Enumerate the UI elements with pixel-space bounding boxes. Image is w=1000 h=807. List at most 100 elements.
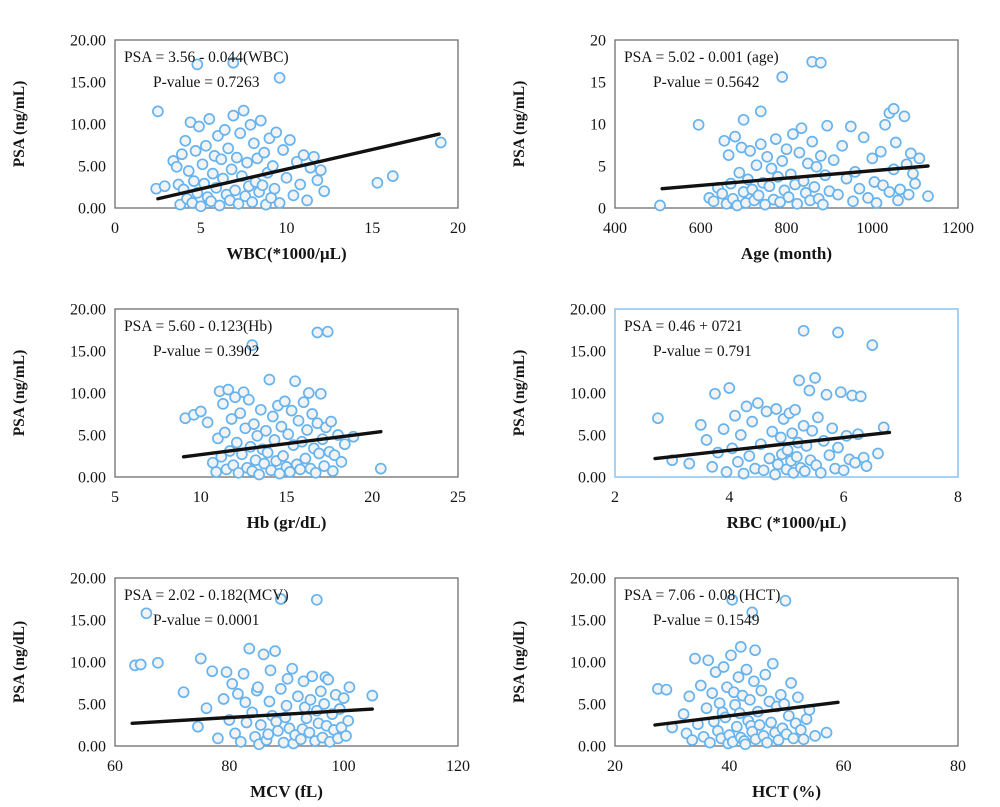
data-point [273, 197, 286, 209]
plot-frame [614, 39, 959, 209]
data-point [870, 197, 883, 209]
y-tick-label: 10.00 [570, 386, 606, 403]
data-point [248, 418, 260, 430]
data-point [782, 191, 795, 203]
p-value-label: P-value = 0.1549 [653, 612, 760, 629]
data-point [170, 160, 183, 173]
data-point [227, 109, 240, 122]
data-point [772, 458, 784, 471]
data-point [797, 419, 810, 432]
data-point [677, 708, 690, 720]
data-point [191, 58, 204, 71]
data-point [203, 113, 216, 125]
data-point [374, 462, 387, 475]
data-point [812, 411, 824, 424]
data-point [269, 645, 281, 657]
data-point [702, 654, 715, 667]
trend-line [653, 700, 840, 727]
y-tick-label: 10 [590, 117, 606, 134]
data-point [234, 735, 247, 748]
x-tick-label: 2 [611, 489, 619, 506]
chart-psa-mcv: 0.00 5.00 10.00 15.00 20.00 60 80 100 120 MCV (fL… [11, 571, 470, 802]
panel-psa-mcv: 0.00 5.00 10.00 15.00 20.00 60 80 100 120 MCV (fL… [0, 538, 500, 807]
data-point [774, 196, 786, 208]
x-tick-label: 100 [332, 758, 356, 775]
scatter-points [179, 325, 387, 481]
data-point [733, 166, 746, 179]
data-point [280, 171, 293, 184]
data-point [817, 198, 829, 211]
data-point [834, 386, 847, 399]
data-point [257, 648, 270, 661]
data-point [879, 118, 891, 131]
data-point [722, 149, 735, 161]
x-tick-label: 10 [193, 489, 209, 506]
data-point [313, 447, 325, 460]
data-point [763, 180, 776, 193]
data-point [765, 162, 778, 175]
data-point [234, 407, 247, 420]
scatter-points [150, 56, 447, 213]
data-point [709, 666, 722, 678]
data-point [718, 134, 731, 147]
data-point [832, 441, 844, 454]
y-axis-title: PSA (ng/mL) [511, 350, 528, 437]
data-point [299, 452, 312, 465]
y-axis-title: PSA (ng/dL) [511, 621, 528, 703]
data-point [215, 153, 228, 166]
data-point [740, 400, 753, 413]
data-point [823, 449, 836, 462]
data-point [766, 425, 779, 438]
regression-equation: PSA = 5.02 - 0.001 (age) [624, 49, 779, 66]
y-tick-label: 5.00 [78, 428, 106, 445]
data-point [706, 687, 719, 699]
data-point [694, 419, 707, 431]
data-point [225, 413, 238, 425]
data-point [294, 733, 307, 746]
data-point [790, 450, 803, 463]
data-point [750, 159, 763, 172]
scatter-points [652, 593, 833, 751]
data-point [266, 160, 279, 172]
data-point [366, 689, 379, 702]
data-point [840, 172, 853, 185]
data-point [328, 449, 341, 462]
data-point [304, 693, 317, 706]
data-point [814, 150, 827, 162]
data-point [781, 444, 794, 456]
data-point [791, 197, 804, 210]
data-point [252, 681, 264, 694]
data-point [814, 56, 827, 69]
data-point [244, 118, 257, 131]
x-tick-label: 120 [446, 758, 470, 775]
data-point [229, 184, 241, 197]
data-point [820, 388, 833, 401]
data-point [847, 195, 859, 208]
trend-line [181, 429, 383, 459]
data-point [318, 460, 331, 472]
data-point [308, 150, 320, 163]
data-point [761, 150, 774, 163]
y-tick-label: 5.00 [578, 428, 606, 445]
data-point [689, 652, 701, 665]
y-tick-label: 10.00 [70, 386, 106, 403]
x-tick-label: 400 [603, 220, 627, 237]
data-point [309, 466, 322, 479]
data-point [277, 736, 290, 749]
data-point [877, 421, 890, 434]
data-point [776, 71, 789, 83]
data-point [787, 732, 800, 745]
data-point [318, 698, 331, 710]
x-axis-title: RBC (*1000/µL) [727, 513, 847, 532]
data-point [694, 679, 707, 692]
data-point [809, 372, 821, 384]
data-point [337, 692, 350, 704]
data-point [744, 693, 756, 706]
data-point [343, 681, 356, 694]
data-point [786, 427, 799, 440]
data-point [909, 177, 921, 190]
data-point [188, 175, 200, 187]
x-tick-label: 4 [725, 489, 733, 506]
data-point [234, 127, 247, 140]
panel-psa-age: 0 5 10 15 20 400 600 800 1000 1200 Age (month) PSA … [500, 0, 1000, 269]
